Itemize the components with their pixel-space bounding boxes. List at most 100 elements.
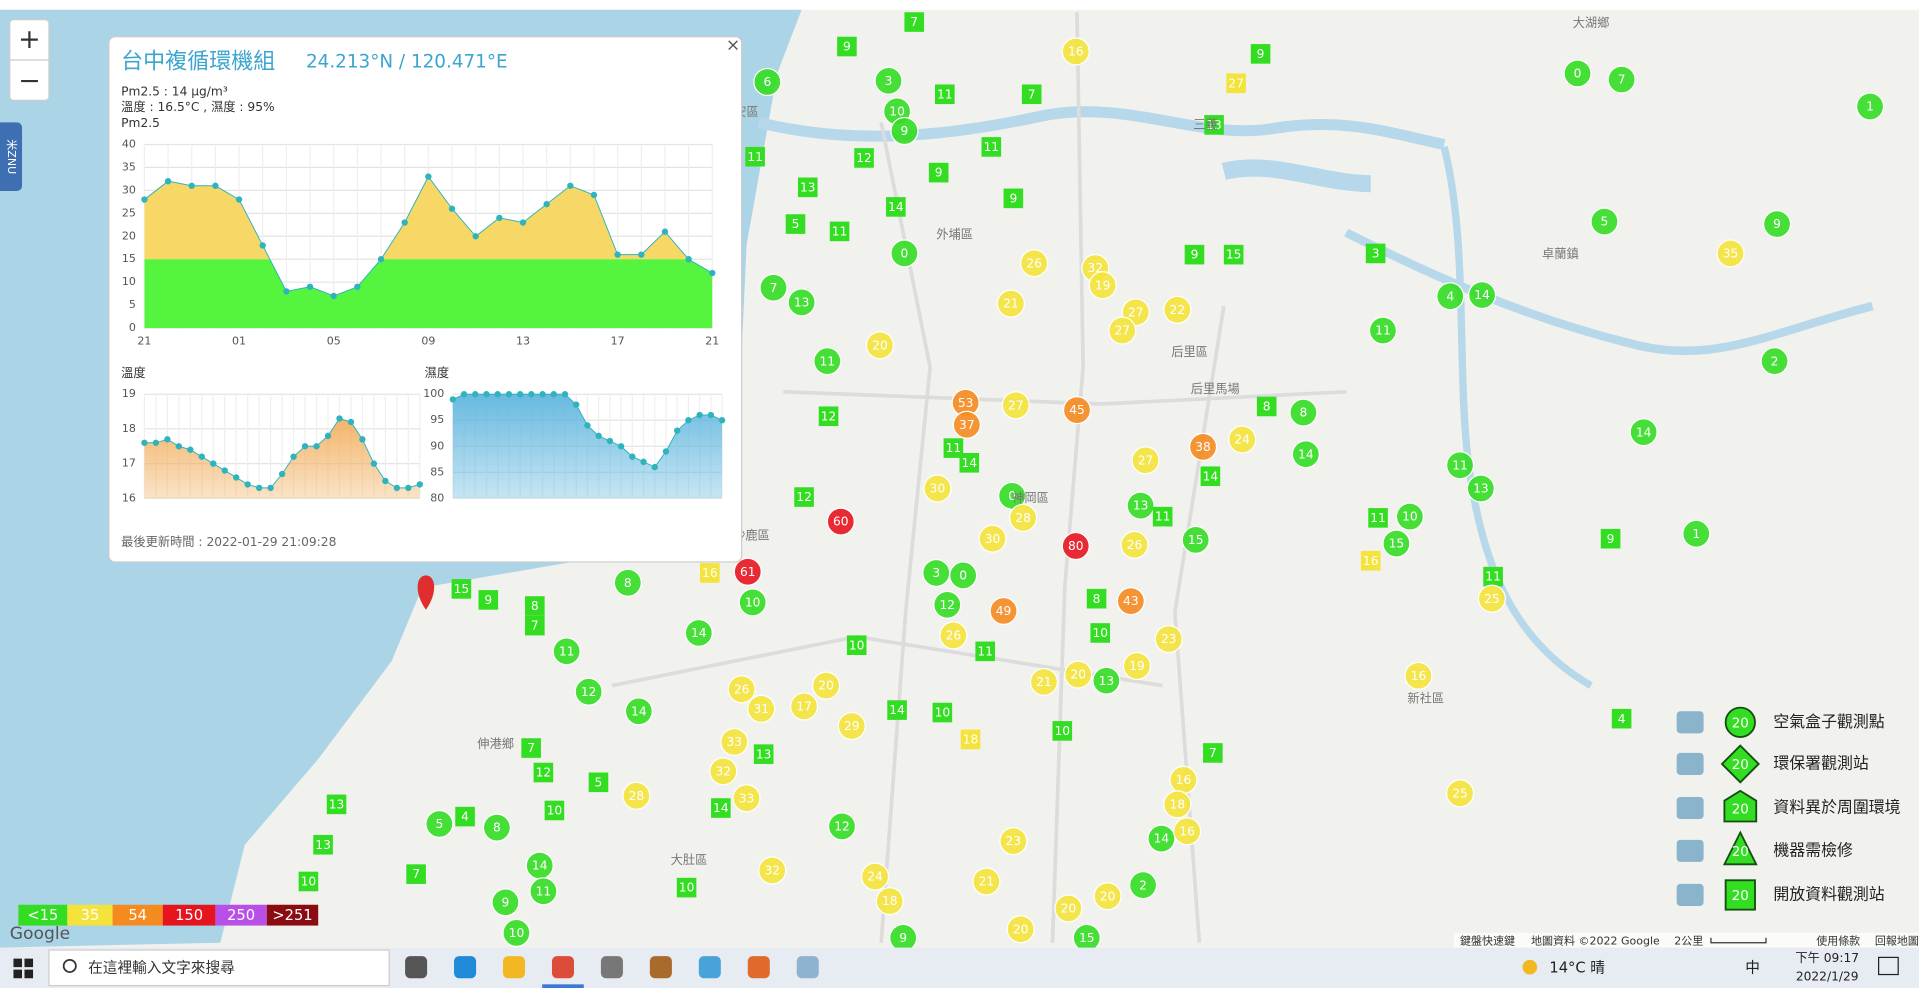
station-marker[interactable]: 18 bbox=[960, 729, 981, 750]
station-marker[interactable]: 14 bbox=[684, 618, 713, 648]
station-marker[interactable]: 1 bbox=[1855, 92, 1885, 121]
station-marker[interactable]: 20 bbox=[1054, 894, 1083, 923]
notification-button[interactable] bbox=[1878, 956, 1899, 976]
station-marker[interactable]: 22 bbox=[1163, 295, 1192, 324]
station-marker[interactable]: 29 bbox=[837, 711, 866, 741]
station-marker[interactable]: 5 bbox=[1590, 207, 1619, 236]
station-marker[interactable]: 32 bbox=[758, 856, 787, 885]
station-marker[interactable]: 11 bbox=[1368, 316, 1398, 345]
station-marker[interactable]: 17 bbox=[789, 692, 819, 721]
station-marker[interactable]: 11 bbox=[935, 84, 955, 105]
station-marker[interactable]: 20 bbox=[1006, 915, 1035, 944]
station-marker[interactable]: 49 bbox=[989, 596, 1018, 625]
station-marker[interactable]: 12 bbox=[794, 487, 814, 507]
station-marker[interactable]: 11 bbox=[813, 347, 842, 376]
station-marker[interactable]: 27 bbox=[1001, 391, 1030, 420]
station-marker[interactable]: 9 bbox=[1600, 528, 1621, 549]
search-box[interactable] bbox=[48, 949, 390, 987]
station-marker[interactable]: 16 bbox=[1404, 661, 1433, 690]
station-marker[interactable]: 5 bbox=[588, 772, 609, 793]
station-marker[interactable]: 10 bbox=[738, 588, 767, 617]
station-marker[interactable]: 26 bbox=[727, 675, 756, 704]
station-marker[interactable]: 10 bbox=[932, 702, 953, 723]
station-marker[interactable]: 13 bbox=[1204, 115, 1224, 135]
station-marker[interactable]: 15 bbox=[451, 579, 472, 599]
station-marker[interactable]: 9 bbox=[890, 116, 919, 146]
station-marker[interactable]: 26 bbox=[939, 621, 968, 650]
taskbar-app[interactable] bbox=[796, 956, 819, 979]
station-marker[interactable]: 9 bbox=[889, 923, 918, 952]
station-marker[interactable]: 11 bbox=[981, 137, 1002, 157]
popup-close[interactable]: × bbox=[726, 35, 740, 55]
station-marker[interactable]: 8 bbox=[482, 813, 511, 842]
station-marker[interactable]: 15 bbox=[1181, 525, 1210, 554]
station-marker[interactable]: 7 bbox=[1021, 84, 1042, 105]
station-marker[interactable]: 14 bbox=[711, 798, 731, 818]
station-marker[interactable]: 13 bbox=[753, 744, 774, 764]
station-marker[interactable]: 28 bbox=[1009, 503, 1038, 532]
station-marker[interactable]: 9 bbox=[1184, 244, 1205, 265]
station-marker[interactable]: 10 bbox=[502, 918, 531, 947]
station-marker[interactable]: 37 bbox=[952, 410, 981, 439]
station-marker[interactable]: 8 bbox=[525, 596, 545, 616]
station-marker[interactable]: 3 bbox=[874, 66, 903, 95]
station-marker[interactable]: 7 bbox=[1203, 743, 1223, 763]
station-marker[interactable]: 32 bbox=[709, 757, 738, 786]
station-marker[interactable]: 24 bbox=[860, 862, 890, 891]
station-marker[interactable]: 45 bbox=[1062, 396, 1092, 425]
station-marker[interactable]: 10 bbox=[1395, 502, 1424, 531]
station-marker[interactable]: 11 bbox=[1368, 508, 1388, 528]
station-marker[interactable]: 43 bbox=[1116, 587, 1145, 616]
station-marker[interactable]: 27 bbox=[1131, 446, 1160, 475]
station-marker[interactable]: 14 bbox=[624, 697, 653, 726]
station-marker[interactable]: 21 bbox=[996, 289, 1025, 318]
taskbar-app[interactable] bbox=[747, 956, 770, 979]
station-marker[interactable]: 4 bbox=[1611, 708, 1632, 729]
station-marker[interactable]: 10 bbox=[544, 800, 565, 821]
station-marker[interactable]: 27 bbox=[1226, 73, 1246, 94]
station-marker[interactable]: 6 bbox=[753, 67, 782, 97]
map-credit[interactable]: 回報地圖錯誤 bbox=[1875, 933, 1919, 947]
station-marker[interactable]: 18 bbox=[1163, 790, 1192, 819]
station-marker[interactable]: 8 bbox=[1086, 588, 1107, 609]
station-marker[interactable]: 20 bbox=[812, 671, 841, 700]
station-marker[interactable]: 33 bbox=[732, 784, 761, 813]
station-marker[interactable]: 11 bbox=[829, 221, 850, 242]
station-marker[interactable]: 5 bbox=[425, 809, 454, 839]
station-marker[interactable]: 0 bbox=[890, 239, 919, 268]
station-marker[interactable]: 35 bbox=[1716, 239, 1745, 268]
station-marker[interactable]: 11 bbox=[552, 637, 581, 666]
taskbar-app[interactable] bbox=[600, 956, 623, 979]
start-button[interactable] bbox=[13, 958, 34, 979]
station-marker[interactable]: 13 bbox=[313, 834, 333, 855]
zoom-in-button[interactable]: + bbox=[18, 24, 41, 55]
station-marker[interactable]: 4 bbox=[455, 806, 475, 827]
station-marker[interactable]: 9 bbox=[1003, 188, 1024, 209]
station-marker[interactable]: 28 bbox=[622, 781, 651, 810]
station-marker[interactable]: 9 bbox=[1762, 209, 1792, 239]
station-marker[interactable]: 7 bbox=[406, 864, 426, 884]
station-marker[interactable]: 21 bbox=[972, 867, 1001, 896]
station-marker[interactable]: 9 bbox=[491, 888, 520, 917]
station-marker[interactable]: 11 bbox=[745, 146, 765, 167]
station-marker[interactable]: 19 bbox=[1122, 651, 1152, 681]
station-marker[interactable]: 15 bbox=[1072, 923, 1101, 952]
station-marker[interactable]: 13 bbox=[787, 288, 816, 317]
station-marker[interactable]: 4 bbox=[1436, 282, 1465, 311]
taskbar-app[interactable] bbox=[405, 956, 428, 979]
station-marker[interactable]: 9 bbox=[928, 162, 949, 183]
station-marker[interactable]: 26 bbox=[1020, 249, 1049, 278]
taskbar-app[interactable] bbox=[503, 956, 526, 979]
station-marker[interactable]: 0 bbox=[949, 561, 978, 590]
station-marker[interactable]: 14 bbox=[1291, 440, 1320, 469]
station-marker[interactable]: 30 bbox=[923, 474, 952, 503]
station-marker[interactable]: 2 bbox=[1760, 347, 1789, 376]
station-marker[interactable]: 61 bbox=[733, 557, 762, 586]
station-marker[interactable]: 14 bbox=[1200, 466, 1221, 487]
map-credit[interactable]: 使用條款 bbox=[1816, 933, 1860, 947]
station-marker[interactable]: 2 bbox=[1129, 871, 1158, 900]
station-marker[interactable]: 11 bbox=[943, 438, 964, 458]
station-marker[interactable]: 26 bbox=[1120, 530, 1149, 559]
station-marker[interactable]: 8 bbox=[1289, 398, 1318, 427]
station-marker[interactable]: 23 bbox=[1154, 624, 1183, 654]
